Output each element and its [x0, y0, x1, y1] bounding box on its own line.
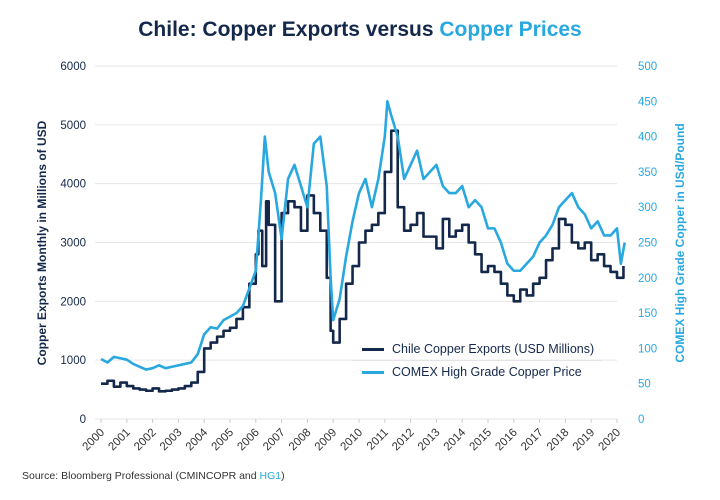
legend-label-exports: Chile Copper Exports (USD Millions): [392, 342, 595, 356]
left-tick-label: 3000: [60, 238, 86, 250]
right-axis-title: COMEX High Grade Copper in USd/Pound: [673, 123, 687, 362]
legend-label-price: COMEX High Grade Copper Price: [392, 365, 582, 379]
chart-title: Chile: Copper Exports versus Copper Pric…: [0, 18, 720, 42]
legend-divider: [352, 360, 602, 361]
chart-title-main: Chile: Copper Exports versus: [138, 18, 440, 41]
source-highlight: HG1: [259, 470, 282, 482]
right-axis-ticks: 0 50 100 150 200 250 300 350 400 450 500: [638, 61, 657, 426]
series-line-price: [100, 100, 627, 371]
source-suffix: ): [281, 470, 285, 482]
chart-title-accent: Copper Prices: [439, 18, 582, 41]
left-tick-label: 4000: [60, 179, 86, 191]
legend: Chile Copper Exports (USD Millions) COME…: [352, 338, 602, 383]
right-tick-label: 50: [638, 379, 651, 391]
x-tick-label: 2010: [339, 427, 366, 454]
x-tick-label: 2020: [597, 427, 624, 454]
right-tick-label: 450: [638, 96, 657, 108]
right-tick-label: 250: [638, 238, 657, 250]
x-tick-label: 2017: [519, 427, 546, 454]
x-tick-label: 2018: [545, 427, 572, 454]
right-tick-label: 200: [638, 273, 657, 285]
x-tick-label: 2003: [158, 427, 185, 454]
x-tick-label: 2000: [81, 427, 108, 454]
x-tick-label: 2005: [210, 427, 237, 454]
right-tick-label: 400: [638, 132, 657, 144]
series-group: [100, 100, 627, 393]
x-axis-ticks: 2000 2001 2002 2003 2004 2005 2006 2007 2008 2009…: [81, 419, 624, 454]
right-tick-label: 0: [638, 414, 644, 426]
source-note: Source: Bloomberg Professional (CMINCOPR…: [22, 470, 285, 482]
x-tick-label: 2014: [442, 426, 469, 453]
right-tick-label: 300: [638, 202, 657, 214]
x-tick-label: 2006: [235, 427, 262, 454]
x-tick-label: 2015: [468, 427, 495, 454]
x-tick-label: 2019: [571, 427, 598, 454]
x-tick-label: 2008: [287, 427, 314, 454]
x-tick-label: 2004: [184, 426, 211, 453]
x-tick-label: 2012: [390, 427, 417, 454]
right-tick-label: 500: [638, 61, 657, 73]
right-tick-label: 100: [638, 343, 657, 355]
left-tick-label: 0: [80, 414, 86, 426]
left-axis-ticks: 0 1000 2000 3000 4000 5000 6000: [60, 61, 86, 426]
left-tick-label: 5000: [60, 120, 86, 132]
x-tick-label: 2002: [132, 427, 159, 454]
legend-swatch-price: [362, 370, 384, 374]
left-axis-title: Copper Exports Monthly in Millions of US…: [35, 120, 49, 365]
legend-item-price: COMEX High Grade Copper Price: [362, 361, 602, 383]
x-tick-label: 2007: [261, 427, 288, 454]
x-tick-label: 2001: [106, 427, 133, 454]
right-tick-label: 350: [638, 167, 657, 179]
left-tick-label: 6000: [60, 61, 86, 73]
legend-swatch-exports: [362, 347, 384, 351]
right-tick-label: 150: [638, 308, 657, 320]
x-tick-label: 2009: [313, 427, 340, 454]
x-tick-label: 2011: [365, 427, 391, 453]
left-tick-label: 2000: [60, 296, 86, 308]
x-tick-label: 2016: [493, 427, 520, 454]
source-prefix: Source: Bloomberg Professional (CMINCOPR…: [22, 470, 260, 482]
left-tick-label: 1000: [60, 355, 86, 367]
series-line-exports: [101, 129, 625, 393]
x-tick-label: 2013: [416, 427, 443, 454]
legend-item-exports: Chile Copper Exports (USD Millions): [362, 338, 602, 360]
